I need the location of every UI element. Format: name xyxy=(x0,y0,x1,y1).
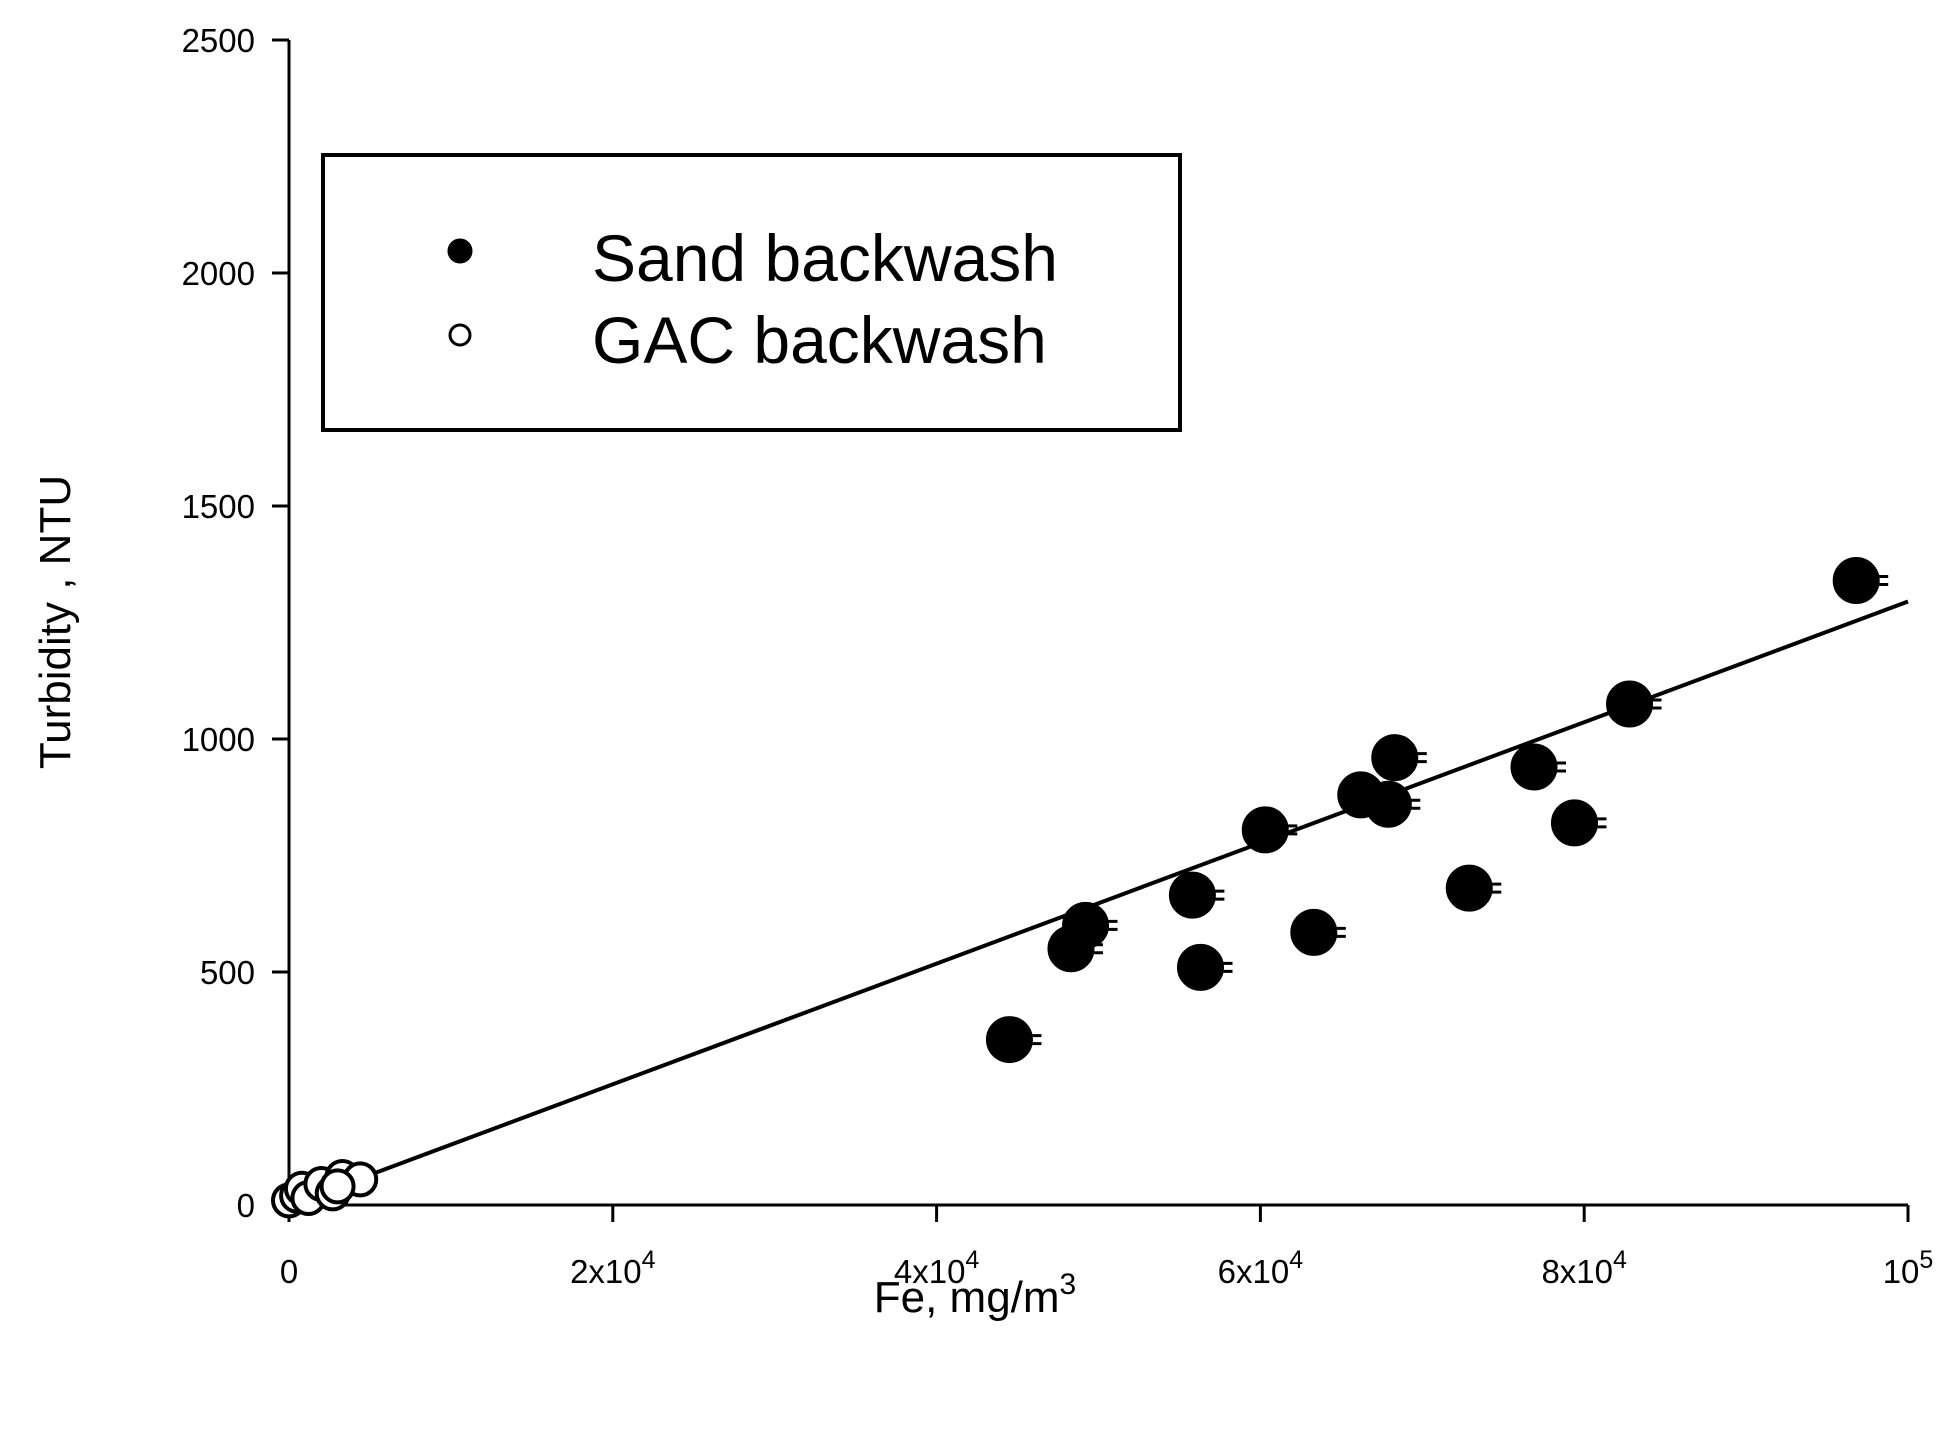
legend-label-gac: GAC backwash xyxy=(592,303,1047,377)
x-tick-label: 2x104 xyxy=(570,1246,656,1290)
sand-point xyxy=(1168,871,1216,919)
axes xyxy=(287,40,1908,1207)
x-tick-label: 4x104 xyxy=(894,1246,980,1290)
sand-point xyxy=(1176,943,1224,991)
sand-point xyxy=(1606,680,1654,728)
y-tick-label: 1000 xyxy=(182,721,255,758)
legend: Sand backwash GAC backwash xyxy=(321,153,1182,432)
x-ticks: 0 2x104 4x104 6x104 8x104 105 xyxy=(280,1205,1933,1290)
sand-point xyxy=(1290,908,1338,956)
y-tick-label: 2000 xyxy=(182,255,255,292)
sand-point xyxy=(1062,901,1110,949)
x-tick-label: 105 xyxy=(1883,1246,1934,1290)
sand-point xyxy=(1550,799,1598,847)
series-0 xyxy=(985,557,1889,1064)
sand-point xyxy=(1832,557,1880,605)
gac-point xyxy=(319,1168,356,1205)
x-axis-title: Fe, mg/m3 xyxy=(874,1268,1076,1322)
legend-label-sand: Sand backwash xyxy=(592,221,1058,295)
sand-point xyxy=(1445,864,1493,912)
legend-marker-gac xyxy=(448,323,472,347)
sand-point xyxy=(1364,780,1412,828)
y-tick-label: 1500 xyxy=(182,488,255,525)
sand-point xyxy=(1371,734,1419,782)
data-points xyxy=(271,557,1889,1219)
y-tick-label: 2500 xyxy=(182,22,255,59)
sand-point xyxy=(1241,806,1289,854)
sand-point xyxy=(1510,743,1558,791)
regression xyxy=(288,599,1909,1207)
series-1 xyxy=(271,1159,379,1219)
x-tick-label: 0 xyxy=(280,1253,298,1290)
legend-box xyxy=(321,153,1182,432)
y-ticks: 0 500 1000 1500 2000 2500 xyxy=(182,22,289,1224)
y-axis-title: Turbidity , NTU xyxy=(31,475,80,769)
regression-line xyxy=(288,599,1909,1207)
legend-marker-sand xyxy=(447,238,473,264)
x-tick-label: 6x104 xyxy=(1218,1246,1304,1290)
x-tick-label: 8x104 xyxy=(1541,1246,1627,1290)
y-tick-label: 500 xyxy=(200,954,255,991)
y-tick-label: 0 xyxy=(237,1187,255,1224)
sand-point xyxy=(985,1016,1033,1064)
